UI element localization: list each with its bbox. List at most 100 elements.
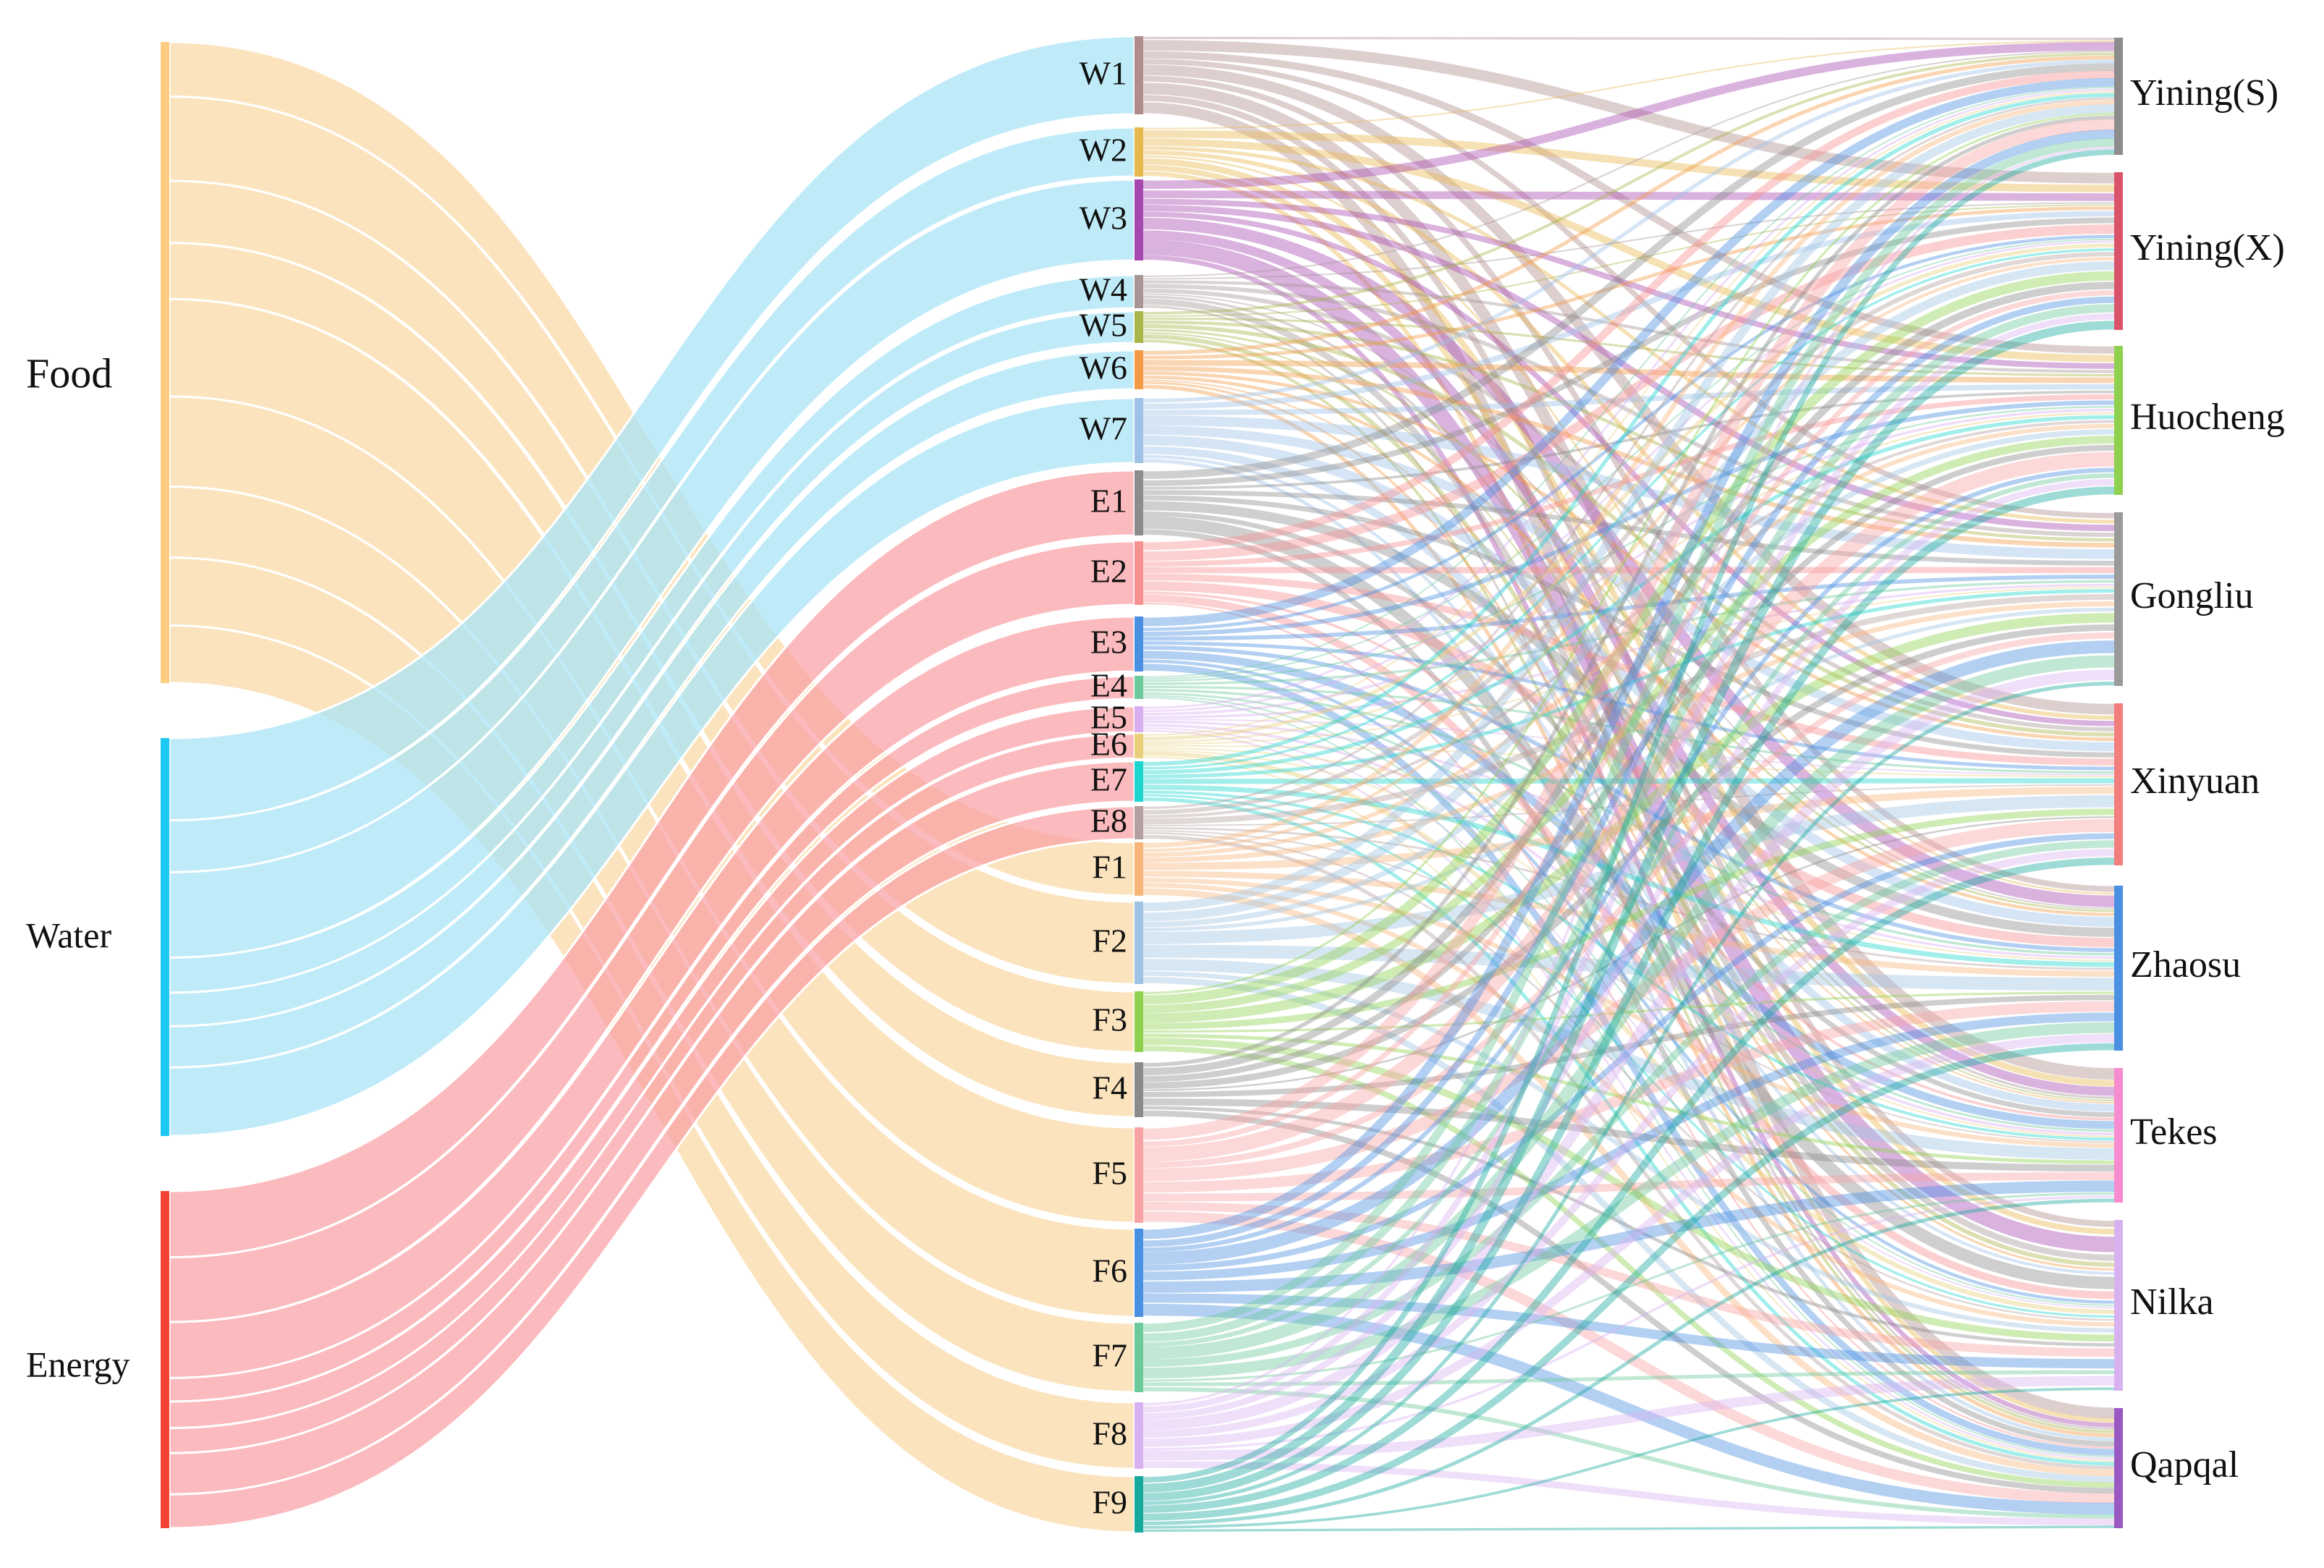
flow-w2-to-xinyuan — [1142, 150, 2115, 720]
flow-e8-to-xinyuan — [1142, 784, 2115, 826]
flow-e1-to-qapqal — [1142, 529, 2115, 1447]
flow-e5-to-yinings — [1142, 88, 2115, 709]
node-yinings — [2114, 38, 2123, 155]
flow-e4-to-gongliu — [1142, 580, 2115, 685]
node-water — [161, 738, 169, 1136]
node-qapqal — [2114, 1408, 2123, 1528]
county-label-qapqal: Qapqal — [2130, 1444, 2239, 1486]
flow-e5-to-yiningx — [1142, 240, 2115, 713]
node-huocheng — [2114, 346, 2123, 495]
flow-w7-to-xinyuan — [1142, 425, 2115, 752]
flow-e2-to-yinings — [1142, 70, 2115, 551]
flow-f6-to-nilka — [1142, 1293, 2115, 1369]
flow-e3-to-xinyuan — [1142, 641, 2115, 771]
flow-f5-to-gongliu — [1142, 632, 2115, 1169]
node-e6 — [1135, 734, 1143, 758]
flow-f7-to-xinyuan — [1142, 840, 2115, 1368]
flow-e1-to-zhaosu — [1142, 501, 2115, 937]
indicator-label-e2: E2 — [1090, 553, 1127, 590]
flow-e3-to-yinings — [1142, 77, 2115, 627]
flow-w2-to-yinings — [1142, 40, 2115, 130]
flow-f9-to-zhaosu — [1142, 1043, 2115, 1521]
flow-e7-to-tekes — [1142, 790, 2115, 1141]
flow-e5-to-qapqal — [1142, 729, 2115, 1460]
source-label-energy: Energy — [26, 1344, 130, 1384]
flow-f1-to-yinings — [1142, 99, 2115, 848]
flow-w7-to-yinings — [1142, 59, 2115, 403]
flow-f1-to-qapqal — [1142, 888, 2115, 1476]
flow-w2-to-zhaosu — [1142, 155, 2115, 895]
flow-e7-to-gongliu — [1142, 588, 2115, 779]
flow-e7-to-yiningx — [1142, 248, 2115, 770]
node-tekes — [2114, 1068, 2123, 1203]
flow-e1-to-xinyuan — [1142, 495, 2115, 758]
node-yiningx — [2114, 172, 2123, 330]
node-e2 — [1135, 541, 1143, 605]
node-e3 — [1135, 616, 1143, 671]
node-zhaosu — [2114, 886, 2123, 1051]
flow-f8-to-gongliu — [1142, 669, 2115, 1431]
indicator-label-e7: E7 — [1090, 761, 1127, 798]
flow-w2-to-gongliu — [1142, 146, 2115, 524]
flow-e4-to-huocheng — [1142, 405, 2115, 682]
indicator-label-f3: F3 — [1092, 1001, 1127, 1038]
flow-w1-to-nilka — [1142, 95, 2115, 1227]
node-w4 — [1135, 275, 1143, 308]
flow-e5-to-gongliu — [1142, 583, 2115, 719]
flow-f6-to-tekes — [1142, 1180, 2115, 1293]
flow-w4-to-xinyuan — [1142, 288, 2115, 732]
flow-e5-to-nilka — [1142, 727, 2115, 1309]
node-w1 — [1135, 36, 1143, 114]
flow-f1-to-tekes — [1142, 878, 2115, 1148]
flow-e4-to-nilka — [1142, 695, 2115, 1306]
flow-w3-to-qapqal — [1142, 255, 2115, 1428]
flow-f8-to-qapqal — [1142, 1461, 2115, 1526]
county-label-nilka: Nilka — [2130, 1281, 2214, 1323]
flow-f9-to-huocheng — [1142, 486, 2115, 1501]
flow-e8-to-qapqal — [1142, 834, 2115, 1470]
flow-f3-to-yiningx — [1142, 271, 2115, 1005]
flow-f4-to-yiningx — [1142, 281, 2115, 1076]
flow-e6-to-qapqal — [1142, 756, 2115, 1462]
flow-f1-to-gongliu — [1142, 601, 2115, 863]
flow-w1-to-huocheng — [1142, 51, 2115, 354]
flow-e6-to-nilka — [1142, 751, 2115, 1315]
indicator-label-w2: W2 — [1080, 132, 1127, 169]
flow-f4-to-yinings — [1142, 115, 2115, 1067]
flow-e2-to-nilka — [1142, 594, 2115, 1300]
flow-w1-to-tekes — [1142, 82, 2115, 1080]
flow-e2-to-zhaosu — [1142, 581, 2115, 948]
flow-e7-to-huocheng — [1142, 415, 2115, 774]
flow-e8-to-tekes — [1142, 830, 2115, 1143]
flow-w7-to-huocheng — [1142, 383, 2115, 415]
flow-f2-to-tekes — [1142, 959, 2115, 1161]
flow-f7-to-qapqal — [1142, 1386, 2115, 1519]
flow-e5-to-tekes — [1142, 724, 2115, 1136]
flow-w3-to-yiningx — [1142, 190, 2115, 201]
flow-f9-to-nilka — [1142, 1387, 2115, 1529]
flow-e4-to-yinings — [1142, 86, 2115, 678]
flow-w6-to-tekes — [1142, 379, 2115, 1103]
indicator-label-e5: E5 — [1090, 699, 1127, 736]
flow-e5-to-xinyuan — [1142, 719, 2115, 776]
flow-f3-to-zhaosu — [1142, 991, 2115, 1033]
node-e1 — [1135, 470, 1143, 535]
flow-e6-to-yiningx — [1142, 243, 2115, 741]
flow-f6-to-zhaosu — [1142, 1012, 2115, 1281]
flow-e4-to-tekes — [1142, 692, 2115, 1132]
flow-w4-to-zhaosu — [1142, 293, 2115, 910]
flow-f9-to-gongliu — [1142, 682, 2115, 1505]
flow-e7-to-yinings — [1142, 93, 2115, 766]
flow-water-to-w1 — [168, 35, 1136, 822]
flow-f6-to-huocheng — [1142, 467, 2115, 1253]
flow-w3-to-tekes — [1142, 230, 2115, 1096]
flow-e4-to-yiningx — [1142, 238, 2115, 680]
indicator-label-e6: E6 — [1090, 726, 1127, 763]
flow-e3-to-tekes — [1142, 650, 2115, 1130]
flow-f7-to-tekes — [1142, 1192, 2115, 1382]
node-f3 — [1135, 991, 1143, 1052]
county-label-xinyuan: Xinyuan — [2130, 760, 2260, 802]
node-e4 — [1135, 676, 1143, 699]
flow-f7-to-yiningx — [1142, 304, 2115, 1342]
flow-e1-to-tekes — [1142, 511, 2115, 1117]
